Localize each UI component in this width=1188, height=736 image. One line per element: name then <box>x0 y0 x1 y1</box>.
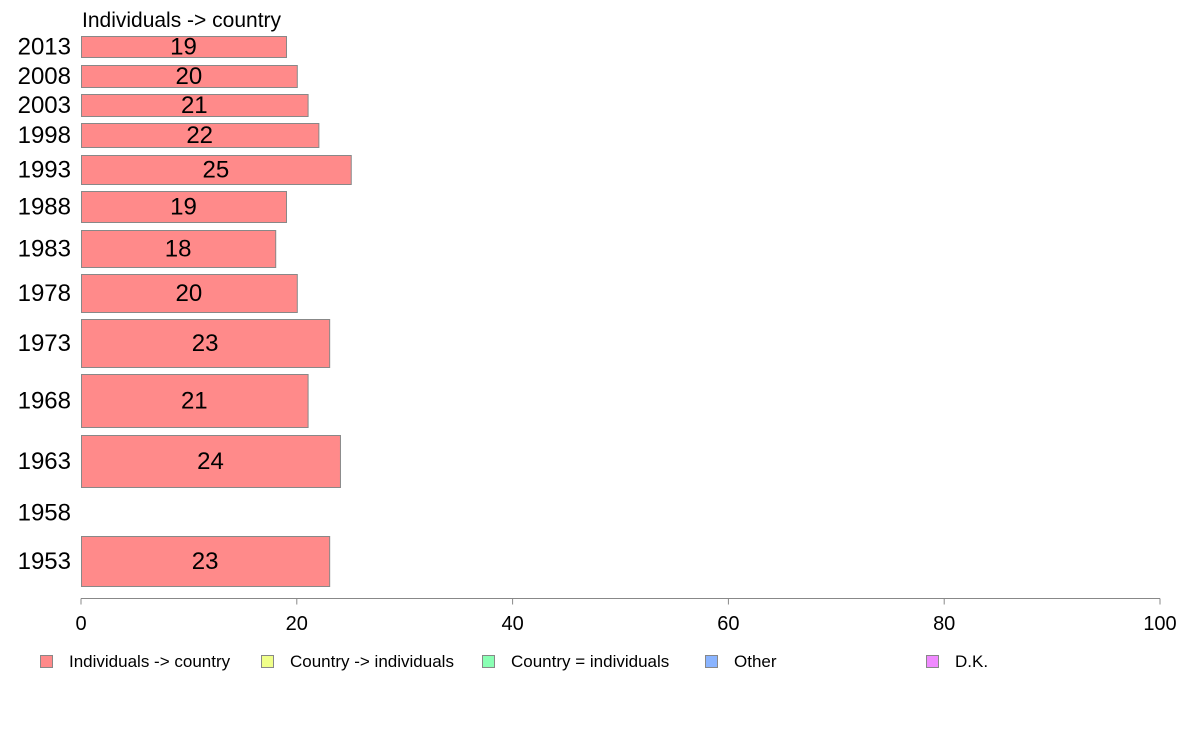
bar <box>81 191 288 223</box>
series-title: Individuals -> country <box>82 9 282 32</box>
bar <box>81 536 331 587</box>
bar <box>81 319 331 368</box>
legend-swatch <box>261 655 274 668</box>
x-tick-label: 40 <box>501 613 523 635</box>
data-label: 21 <box>181 92 208 119</box>
bar <box>81 123 320 148</box>
bar <box>81 230 277 268</box>
category-label: 1963 <box>18 448 71 475</box>
x-tick-label: 20 <box>286 613 308 635</box>
category-label: 1998 <box>18 122 71 149</box>
x-tick-label: 0 <box>75 613 86 635</box>
data-label: 19 <box>170 194 197 221</box>
category-label: 1978 <box>18 280 71 307</box>
category-label: 2003 <box>18 92 71 119</box>
x-tick-label: 80 <box>933 613 955 635</box>
data-label: 18 <box>165 236 192 263</box>
category-label: 1958 <box>18 500 71 527</box>
legend-label: Individuals -> country <box>69 652 231 671</box>
x-axis: 0 20 40 60 80 100 <box>75 598 1177 635</box>
legend-swatch <box>40 655 53 668</box>
category-label: 1983 <box>18 236 71 263</box>
category-label: 2008 <box>18 63 71 90</box>
category-label: 1973 <box>18 330 71 357</box>
category-label: 1993 <box>18 157 71 184</box>
data-label: 21 <box>181 388 208 415</box>
legend-swatch <box>926 655 939 668</box>
x-tick-label: 60 <box>717 613 739 635</box>
category-label: 1968 <box>18 388 71 415</box>
legend-label: D.K. <box>955 652 988 671</box>
data-label: 20 <box>176 63 203 90</box>
bar <box>81 274 298 313</box>
bar <box>81 435 341 488</box>
bars-group <box>81 36 352 587</box>
bar <box>81 155 352 185</box>
legend-swatch <box>482 655 495 668</box>
data-label: 25 <box>203 157 230 184</box>
data-label: 23 <box>192 548 219 575</box>
legend-label: Country = individuals <box>511 652 669 671</box>
data-label: 22 <box>186 122 213 149</box>
x-tick-label: 100 <box>1143 613 1176 635</box>
legend: Individuals -> country Country -> individ… <box>40 652 988 671</box>
legend-label: Country -> individuals <box>290 652 454 671</box>
bar <box>81 36 288 58</box>
bar <box>81 65 298 88</box>
bar <box>81 374 309 428</box>
legend-swatch <box>705 655 718 668</box>
category-label: 1953 <box>18 548 71 575</box>
bar <box>81 94 309 117</box>
data-label: 24 <box>197 448 224 475</box>
data-label: 19 <box>170 34 197 61</box>
category-label: 2013 <box>18 34 71 61</box>
data-label: 23 <box>192 330 219 357</box>
data-label: 20 <box>176 280 203 307</box>
legend-label: Other <box>734 652 777 671</box>
category-label: 1988 <box>18 194 71 221</box>
